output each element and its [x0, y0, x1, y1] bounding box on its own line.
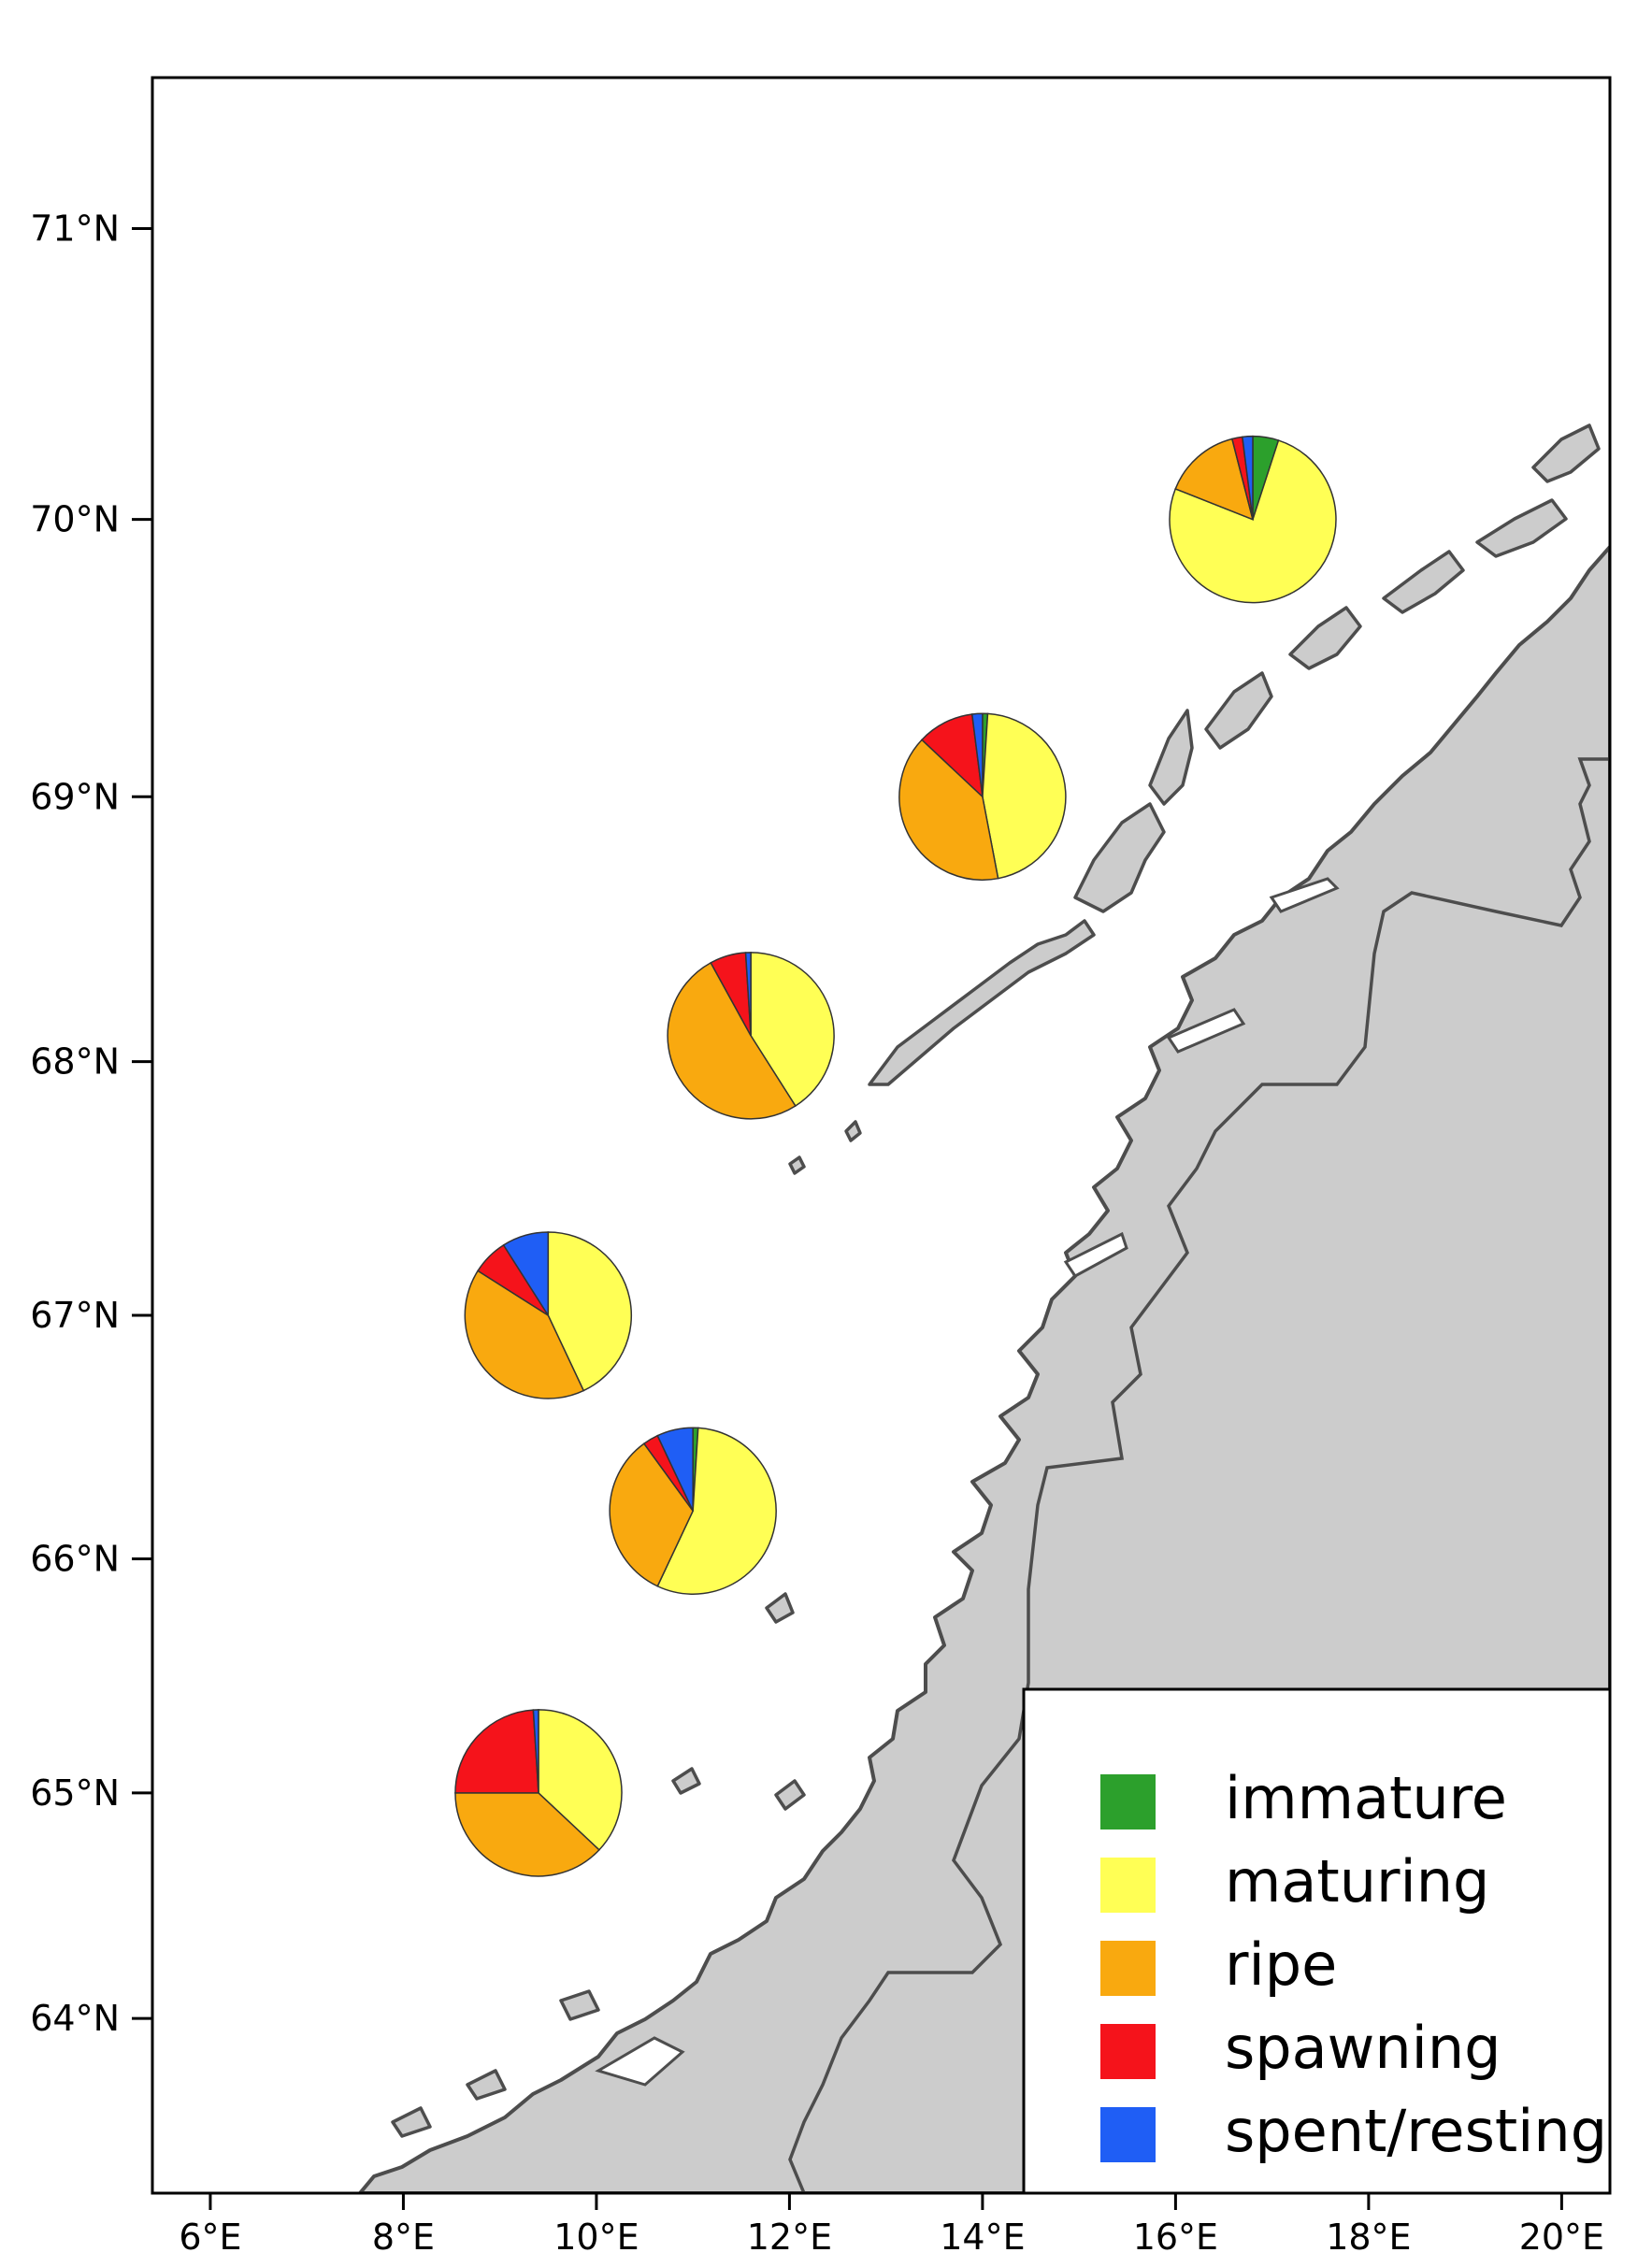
island-kvaloya — [1288, 606, 1362, 670]
x-tick-label: 14°E — [940, 2217, 1025, 2258]
island-small — [765, 1592, 795, 1624]
island-north — [1382, 550, 1465, 614]
pie-slice-maturing — [656, 1427, 777, 1595]
x-tick-label: 18°E — [1326, 2217, 1411, 2258]
pie-slice-ripe — [1174, 438, 1255, 521]
pie-slice-maturing — [538, 1709, 623, 1851]
y-tick-label: 71°N — [30, 208, 120, 250]
legend-swatch — [1100, 2107, 1156, 2162]
legend: immature maturing ripe spawning spent/restin… — [1022, 1687, 1612, 2195]
pie-slice-spent-resting — [656, 1427, 694, 1512]
y-tick-label: 68°N — [30, 1041, 120, 1083]
island-soroya — [1475, 498, 1568, 558]
island-mageroya — [1531, 423, 1601, 483]
pie-slice-ripe — [464, 1270, 585, 1399]
y-tick-label: 70°N — [30, 499, 120, 540]
x-tick-label: 6°E — [179, 2217, 241, 2258]
pie-slice-maturing — [547, 1231, 633, 1392]
island-lofoten — [868, 919, 1096, 1086]
island-small — [391, 2106, 432, 2138]
pie-slice-spent-resting — [970, 712, 984, 797]
legend-label: ripe — [1225, 1930, 1337, 1999]
island-vesteralen — [1073, 802, 1166, 913]
fjord — [1166, 1008, 1246, 1054]
pie-slice-spent-resting — [744, 952, 752, 1036]
pie-chart — [454, 1709, 623, 1877]
y-tick-label: 69°N — [30, 776, 120, 817]
x-tick-label: 8°E — [372, 2217, 435, 2258]
y-tick-label: 64°N — [30, 1998, 120, 2039]
x-tick-label: 10°E — [553, 2217, 639, 2258]
legend-swatch — [1100, 1774, 1156, 1829]
plot-frame — [151, 76, 1612, 2195]
x-tick-label: 12°E — [747, 2217, 832, 2258]
island-small — [559, 1989, 600, 2021]
pie-slice-spent-resting — [1242, 435, 1254, 520]
pie-chart — [667, 952, 835, 1120]
pie-slice-maturing — [1169, 439, 1337, 604]
pie-chart — [609, 1427, 777, 1595]
y-tick-label: 65°N — [30, 1772, 120, 1814]
legend-swatch — [1100, 2024, 1156, 2079]
pie-slice-ripe — [898, 739, 999, 881]
pie-chart — [1169, 435, 1337, 604]
pie-slice-ripe — [454, 1792, 600, 1877]
pie-chart — [464, 1231, 633, 1399]
fjord — [595, 2036, 685, 2087]
national-border — [788, 757, 1610, 2193]
pie-slice-ripe — [667, 961, 797, 1120]
axis-ticks: 6°E 8°E 10°E 12°E 14°E 16°E 18°E 20°E 64°N 65°N 66… — [30, 208, 1604, 2258]
legend-label: maturing — [1225, 1847, 1489, 1915]
island-small — [774, 1779, 806, 1811]
pie-slice-spent-resting — [502, 1231, 550, 1318]
x-tick-label: 16°E — [1133, 2217, 1218, 2258]
pie-chart — [898, 712, 1067, 881]
island-small — [671, 1767, 701, 1795]
island-small — [844, 1120, 862, 1142]
pie-slice-spent-resting — [532, 1709, 539, 1793]
island-small — [466, 2069, 507, 2101]
legend-swatch — [1100, 1941, 1156, 1996]
pie-slice-ripe — [609, 1442, 695, 1587]
legend-label: spent/resting — [1225, 2097, 1607, 2165]
pie-slice-maturing — [982, 712, 1067, 880]
pie-slice-spawning — [454, 1709, 539, 1794]
y-tick-label: 67°N — [30, 1295, 120, 1336]
legend-label: immature — [1225, 1764, 1507, 1832]
island-hinnoya — [1148, 709, 1194, 806]
x-tick-label: 20°E — [1519, 2217, 1604, 2258]
y-tick-label: 66°N — [30, 1538, 120, 1579]
fjord — [1269, 877, 1340, 913]
island-small — [788, 1155, 806, 1175]
legend-label: spawning — [1225, 2014, 1501, 2082]
island-senja — [1204, 671, 1273, 750]
pie-charts — [454, 435, 1337, 1877]
legend-swatch — [1100, 1858, 1156, 1913]
fjord — [1063, 1231, 1128, 1278]
